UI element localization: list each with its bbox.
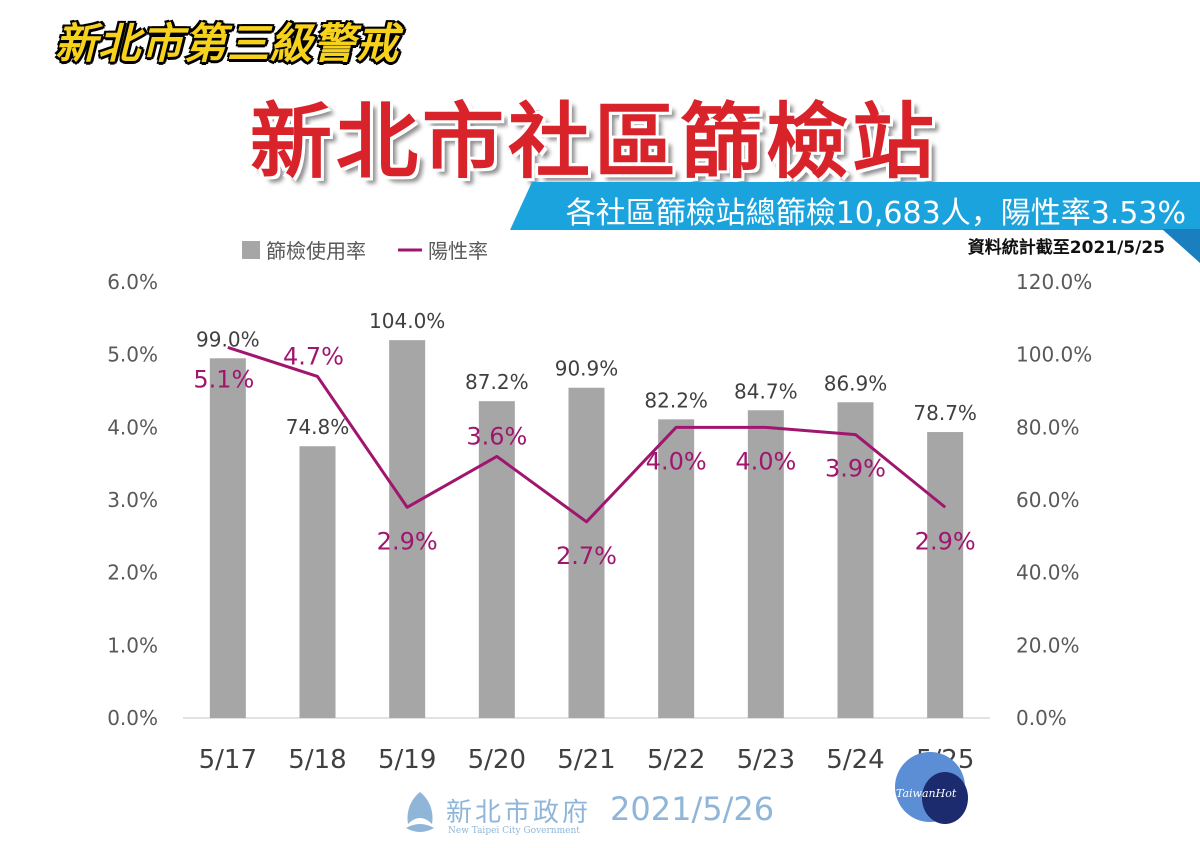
y-left-tick-label: 1.0% bbox=[107, 633, 158, 657]
y-right-tick-label: 120.0% bbox=[1016, 270, 1092, 294]
x-tick-label: 5/20 bbox=[468, 745, 526, 775]
summary-text: 各社區篩檢站總篩檢10,683人，陽性率3.53% bbox=[565, 196, 1186, 231]
bar bbox=[299, 446, 336, 718]
bar bbox=[389, 340, 426, 718]
x-tick-label: 5/21 bbox=[557, 745, 615, 775]
bar-data-label: 78.7% bbox=[913, 401, 977, 425]
y-right-tick-label: 60.0% bbox=[1016, 488, 1080, 512]
x-tick-label: 5/18 bbox=[288, 745, 346, 775]
line-data-label: 2.7% bbox=[556, 542, 617, 570]
y-right-tick-label: 100.0% bbox=[1016, 343, 1092, 367]
x-tick-label: 5/22 bbox=[647, 745, 705, 775]
legend-bar-swatch bbox=[242, 241, 260, 259]
y-left-tick-label: 2.0% bbox=[107, 561, 158, 585]
summary-bar: 各社區篩檢站總篩檢10,683人，陽性率3.53% bbox=[510, 182, 1200, 230]
legend-line-label: 陽性率 bbox=[428, 239, 488, 263]
y-left-tick-label: 5.0% bbox=[107, 343, 158, 367]
bar-data-label: 104.0% bbox=[369, 309, 445, 333]
alert-level-banner: 新北市第三級警戒 bbox=[55, 19, 400, 68]
line-data-label: 3.9% bbox=[825, 455, 886, 483]
bar-data-label: 84.7% bbox=[734, 379, 798, 403]
y-right-tick-label: 40.0% bbox=[1016, 561, 1080, 585]
line-data-label: 2.9% bbox=[915, 527, 976, 555]
x-tick-label: 5/23 bbox=[737, 745, 795, 775]
bar-data-label: 87.2% bbox=[465, 370, 529, 394]
line-data-label: 4.7% bbox=[283, 342, 344, 370]
page-title: 新北市社區篩檢站 bbox=[250, 95, 939, 190]
watermark-text: TaiwanHot bbox=[896, 787, 957, 800]
corner-decoration bbox=[1162, 229, 1200, 263]
org-name: 新北市政府 bbox=[446, 798, 592, 828]
city-logo-icon bbox=[406, 792, 434, 832]
publish-date: 2021/5/26 bbox=[610, 790, 775, 828]
bar bbox=[209, 358, 246, 718]
line-data-label: 3.6% bbox=[466, 422, 527, 450]
bar-data-label: 90.9% bbox=[555, 357, 619, 381]
line-data-label: 5.1% bbox=[193, 365, 254, 393]
y-right-tick-label: 80.0% bbox=[1016, 415, 1080, 439]
y-left-tick-label: 4.0% bbox=[107, 415, 158, 439]
bar-data-label: 74.8% bbox=[286, 415, 350, 439]
y-left-tick-label: 6.0% bbox=[107, 270, 158, 294]
bar bbox=[658, 419, 695, 718]
bar bbox=[568, 387, 605, 718]
bar bbox=[837, 402, 874, 718]
y-right-tick-label: 0.0% bbox=[1016, 706, 1067, 730]
line-data-label: 2.9% bbox=[377, 527, 438, 555]
bar bbox=[927, 432, 964, 718]
line-data-label: 4.0% bbox=[646, 447, 707, 475]
bar-data-label: 82.2% bbox=[644, 388, 708, 412]
x-tick-label: 5/24 bbox=[826, 745, 884, 775]
x-tick-label: 5/17 bbox=[199, 745, 257, 775]
bar-data-label: 86.9% bbox=[824, 371, 888, 395]
bar bbox=[747, 410, 784, 718]
y-left-tick-label: 0.0% bbox=[107, 706, 158, 730]
line-data-label: 4.0% bbox=[735, 447, 796, 475]
y-left-tick-label: 3.0% bbox=[107, 488, 158, 512]
y-right-tick-label: 20.0% bbox=[1016, 633, 1080, 657]
data-date-note: 資料統計截至2021/5/25 bbox=[967, 238, 1165, 258]
bar bbox=[478, 401, 515, 718]
legend-bar-label: 篩檢使用率 bbox=[266, 239, 366, 263]
bar-data-label: 99.0% bbox=[196, 327, 260, 351]
watermark-logo-inner bbox=[922, 772, 968, 824]
line-series-positive-rate bbox=[227, 345, 947, 524]
org-english-name: New Taipei City Government bbox=[448, 826, 580, 836]
x-tick-label: 5/19 bbox=[378, 745, 436, 775]
